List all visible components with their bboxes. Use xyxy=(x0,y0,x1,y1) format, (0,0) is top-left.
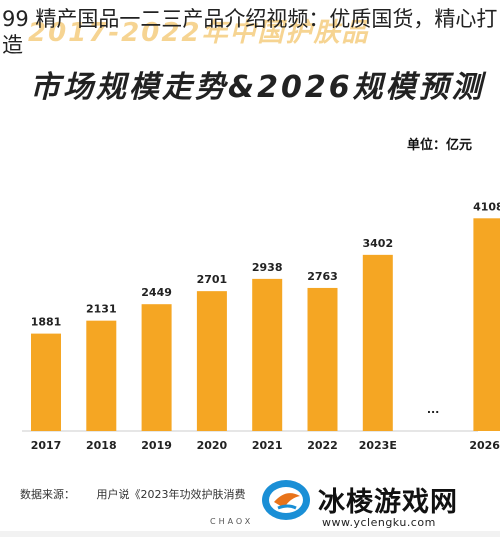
footer-brand-mark: CHAOX xyxy=(210,517,254,526)
category-label-2022: 2022 xyxy=(307,439,338,452)
bar-2021 xyxy=(252,278,283,431)
category-label-2023E: 2023E xyxy=(359,439,397,452)
bar-2026E xyxy=(473,218,500,431)
data-source: 数据来源： 用户说《2023年功效护肤消费 xyxy=(20,486,246,502)
ice-crystal-logo-icon xyxy=(262,480,310,520)
chart-title-line-1: 2017-2022年中国护肤品 xyxy=(28,18,370,48)
value-label-2026E: 4108 xyxy=(473,200,500,213)
category-label-2026E: 2026E xyxy=(469,439,500,452)
chart-title-line-2: 市场规模走势&2026规模预测 xyxy=(30,70,485,105)
value-label-2018: 2131 xyxy=(86,303,117,316)
unit-label: 单位：亿元 xyxy=(406,138,472,153)
category-label-2021: 2021 xyxy=(252,439,283,452)
bar-chart: 1881 2017 2131 2018 2449 2019 2701 2020 2938 2021… xyxy=(22,200,500,452)
bar-2023E xyxy=(362,254,393,431)
bar-2019 xyxy=(141,304,172,431)
bar-2017 xyxy=(31,333,61,431)
category-label-2020: 2020 xyxy=(197,439,228,452)
value-label-2022: 2763 xyxy=(307,270,338,283)
value-label-2017: 1881 xyxy=(31,316,62,329)
bar-2020 xyxy=(196,291,227,431)
category-label-2017: 2017 xyxy=(31,439,62,452)
source-text: 用户说《2023年功效护肤消费 xyxy=(96,488,246,501)
value-label-2023E: 3402 xyxy=(362,237,393,250)
bar-2022 xyxy=(307,287,338,431)
value-label-2019: 2449 xyxy=(141,286,172,299)
category-label-2019: 2019 xyxy=(141,439,172,452)
value-label-2020: 2701 xyxy=(197,273,228,286)
value-label-ellipsis: ... xyxy=(427,403,440,416)
value-label-2021: 2938 xyxy=(252,261,283,274)
category-label-2018: 2018 xyxy=(86,439,117,452)
bottom-divider xyxy=(0,531,500,537)
source-label: 数据来源： xyxy=(20,488,75,501)
bar-2018 xyxy=(86,320,117,431)
overlay-caption: 99 精产国品一二三产品介绍视频：优质国货，精心打造 xyxy=(2,7,498,57)
watermark-text: 冰棱游戏网 xyxy=(318,487,458,518)
watermark-url: www.yclengku.com xyxy=(322,516,436,529)
